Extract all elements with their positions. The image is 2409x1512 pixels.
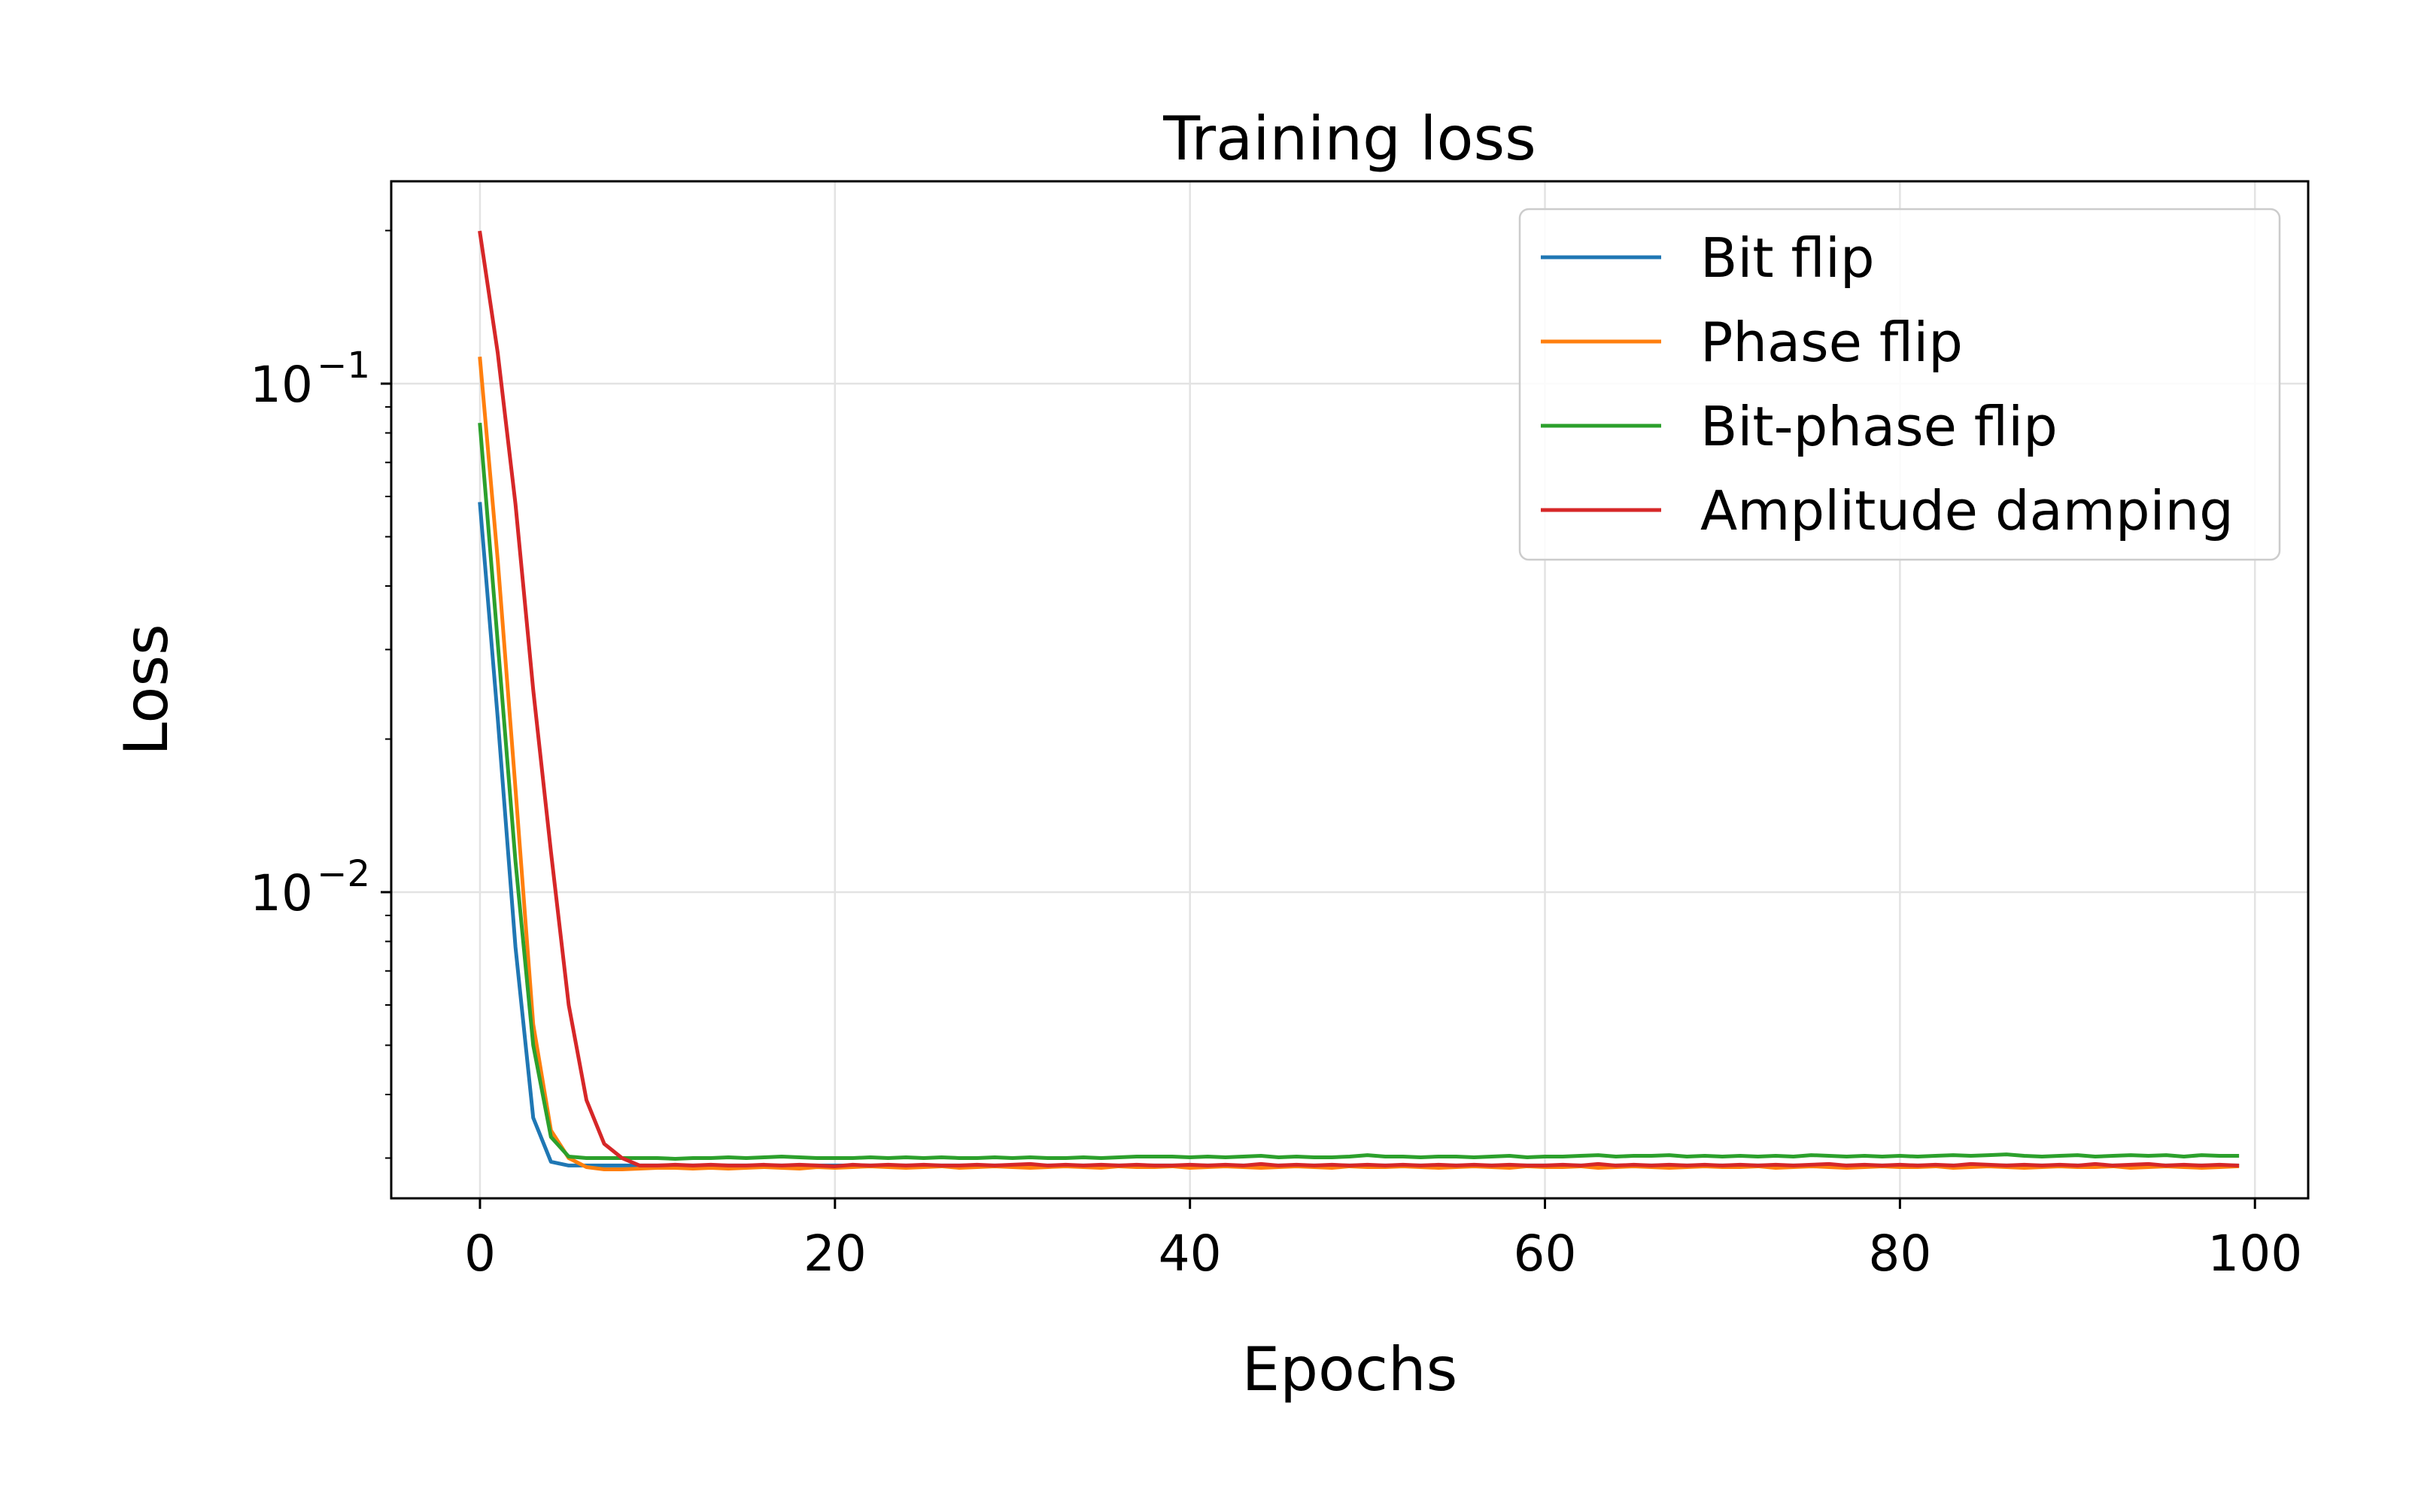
x-tick-label: 80 xyxy=(1868,1225,1931,1283)
series-lines xyxy=(478,230,2240,1172)
series-line-3 xyxy=(478,423,2240,1161)
y-tick-label: 10 xyxy=(250,356,313,414)
x-axis-label: Epochs xyxy=(1242,1334,1458,1404)
legend-label: Bit flip xyxy=(1700,226,1875,290)
legend-label: Bit-phase flip xyxy=(1700,395,2058,458)
plot-frame xyxy=(390,180,2310,1200)
y-tick-exponent: −2 xyxy=(317,853,370,895)
legend-box xyxy=(1518,208,2281,561)
legend-label: Amplitude damping xyxy=(1700,479,2234,542)
x-tick-label: 20 xyxy=(804,1225,867,1283)
series-line-4 xyxy=(478,230,2240,1168)
chart-title: Training loss xyxy=(1162,104,1536,174)
x-tick-label: 40 xyxy=(1159,1225,1222,1283)
legend: Bit flip Phase flip Bit-phase flip Amplitud… xyxy=(1518,208,2281,561)
x-tick-label: 60 xyxy=(1514,1225,1577,1283)
x-tick-label: 100 xyxy=(2207,1225,2302,1283)
x-tick-label: 0 xyxy=(464,1225,496,1283)
y-tick-exponent: −1 xyxy=(317,345,370,387)
legend-label: Phase flip xyxy=(1700,311,1963,374)
y-axis-label: Loss xyxy=(111,624,181,755)
y-tick-label: 10 xyxy=(250,864,313,922)
